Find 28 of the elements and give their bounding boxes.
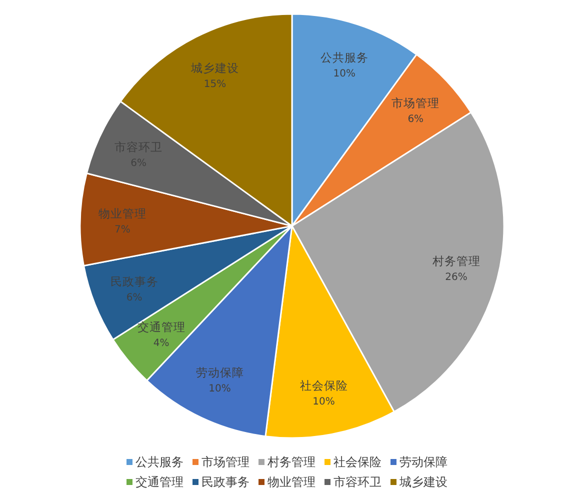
legend-label: 市场管理: [202, 455, 250, 469]
slice-label: 市场管理: [392, 96, 440, 110]
data-label: 7%: [114, 224, 130, 236]
slice-label: 民政事务: [110, 274, 158, 288]
data-label: 4%: [153, 338, 170, 350]
legend-label: 民政事务: [202, 475, 250, 489]
slice-label: 劳动保障: [196, 365, 244, 380]
legend-label: 物业管理: [268, 475, 316, 489]
slice-label: 交通管理: [137, 320, 186, 334]
legend-label: 市容环卫: [334, 475, 382, 489]
slice-label: 城乡建设: [190, 60, 240, 75]
legend-label: 交通管理: [136, 475, 184, 489]
slice-label: 村务管理: [431, 254, 480, 268]
slice-label: 物业管理: [98, 206, 146, 221]
data-label: 26%: [445, 272, 468, 284]
legend-label: 劳动保障: [400, 455, 448, 469]
data-label: 10%: [333, 68, 356, 80]
data-label: 6%: [126, 292, 142, 304]
slice-label: 社会保险: [300, 378, 348, 393]
data-label: 6%: [408, 114, 424, 125]
data-label: 10%: [312, 396, 335, 408]
data-label: 15%: [204, 78, 226, 90]
legend-label: 公共服务: [136, 455, 184, 469]
legend-label: 城乡建设: [398, 475, 448, 489]
slice-label: 公共服务: [320, 50, 368, 65]
data-label: 10%: [208, 383, 231, 394]
legend-label: 村务管理: [266, 455, 316, 469]
legend-label: 社会保险: [334, 455, 382, 469]
